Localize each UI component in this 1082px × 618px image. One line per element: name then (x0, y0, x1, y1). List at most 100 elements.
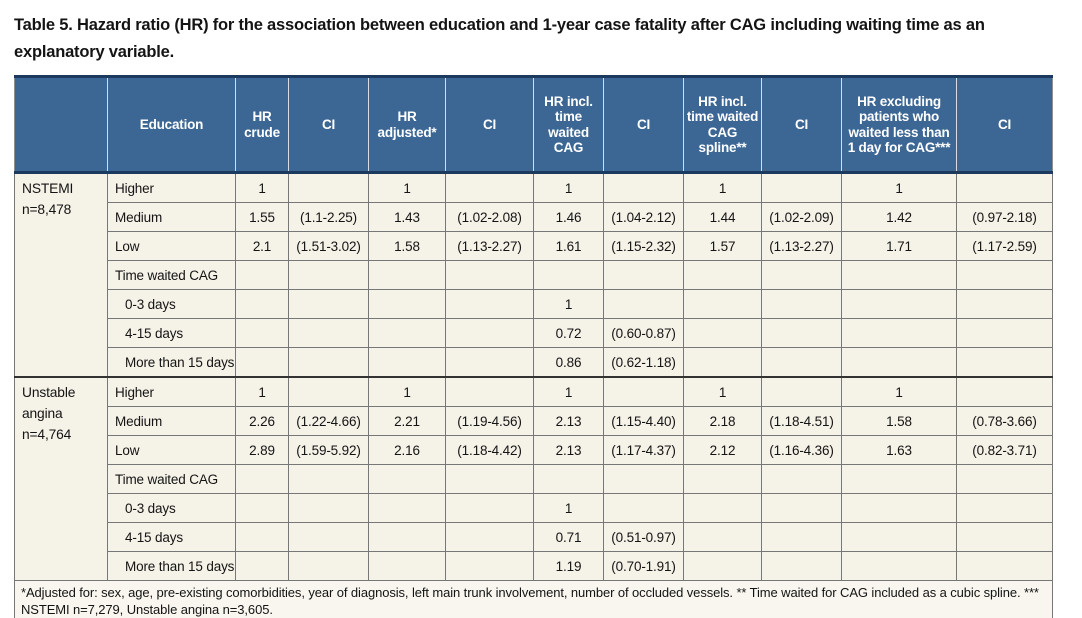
table-footnote: *Adjusted for: sex, age, pre-existing co… (14, 580, 1053, 618)
value-cell (603, 493, 684, 523)
value-cell (841, 260, 957, 290)
value-cell: (1.51-3.02) (288, 231, 369, 261)
table-row: Medium 1.55 (1.1-2.25) 1.43 (1.02-2.08) 1.46(… (15, 202, 1053, 232)
row-label: More than 15 days (107, 551, 236, 581)
value-cell (533, 260, 604, 290)
row-label: Higher (107, 376, 236, 407)
value-cell (761, 260, 842, 290)
value-cell (235, 551, 289, 581)
value-cell (956, 260, 1053, 290)
value-cell: 1 (533, 289, 604, 319)
group-cell: Unstable angina n=4,764 (14, 376, 108, 581)
table-row: More than 15 days 0.86 (0.62-1.18) (15, 347, 1053, 378)
value-cell (956, 289, 1053, 319)
value-cell (445, 347, 534, 378)
group-label-line: n=4,764 (22, 427, 72, 442)
value-cell (761, 376, 842, 407)
value-cell (761, 347, 842, 378)
value-cell: 2.18 (683, 406, 762, 436)
value-cell: (0.60-0.87) (603, 318, 684, 348)
value-cell (445, 376, 534, 407)
row-label: Low (107, 231, 236, 261)
table-row: Low 2.89 (1.59-5.92) 2.16 (1.18-4.42) 2.13 (1.… (15, 435, 1053, 465)
row-label: 0-3 days (107, 289, 236, 319)
value-cell (235, 347, 289, 378)
header-row: Education HR crude CI HR adjusted* CI HR… (14, 76, 1053, 174)
value-cell (368, 522, 446, 552)
value-cell: 0.86 (533, 347, 604, 378)
value-cell (841, 551, 957, 581)
header-cell-group (14, 76, 108, 174)
header-cell-ci-5: CI (956, 76, 1053, 174)
value-cell: (1.18-4.42) (445, 435, 534, 465)
value-cell (368, 289, 446, 319)
value-cell (683, 522, 762, 552)
row-label: More than 15 days (107, 347, 236, 378)
value-cell (761, 318, 842, 348)
value-cell (761, 289, 842, 319)
value-cell (368, 260, 446, 290)
header-cell-hr-adjusted: HR adjusted* (368, 76, 446, 174)
value-cell (841, 522, 957, 552)
value-cell: (1.17-2.59) (956, 231, 1053, 261)
value-cell (603, 260, 684, 290)
value-cell: 1 (841, 172, 957, 203)
value-cell (683, 260, 762, 290)
value-cell (603, 289, 684, 319)
header-cell-ci-1: CI (288, 76, 369, 174)
value-cell (445, 464, 534, 494)
value-cell (288, 347, 369, 378)
value-cell: (1.02-2.08) (445, 202, 534, 232)
value-cell (235, 493, 289, 523)
value-cell (956, 551, 1053, 581)
value-cell (368, 318, 446, 348)
value-cell (533, 464, 604, 494)
value-cell (761, 551, 842, 581)
value-cell: 1 (683, 376, 762, 407)
value-cell: (1.18-4.51) (761, 406, 842, 436)
value-cell (683, 318, 762, 348)
footnote-row: *Adjusted for: sex, age, pre-existing co… (14, 580, 1053, 618)
value-cell (956, 347, 1053, 378)
table-title-line-1: Table 5. Hazard ratio (HR) for the assoc… (14, 16, 985, 34)
table-title: Table 5. Hazard ratio (HR) for the assoc… (14, 12, 1068, 66)
table-row: Medium 2.26 (1.22-4.66) 2.21 (1.19-4.56) 2.13… (15, 406, 1053, 436)
value-cell: 1 (683, 172, 762, 203)
value-cell: (1.17-4.37) (603, 435, 684, 465)
value-cell: (1.1-2.25) (288, 202, 369, 232)
value-cell: 1.19 (533, 551, 604, 581)
group-label-line: NSTEMI (22, 181, 74, 196)
value-cell (956, 318, 1053, 348)
value-cell: (1.13-2.27) (445, 231, 534, 261)
header-cell-ci-4: CI (761, 76, 842, 174)
value-cell: 2.1 (235, 231, 289, 261)
value-cell: 1.61 (533, 231, 604, 261)
value-cell: 1 (235, 376, 289, 407)
value-cell: 1.58 (368, 231, 446, 261)
value-cell: 2.21 (368, 406, 446, 436)
table-title-line-2: explanatory variable. (14, 43, 174, 61)
value-cell (841, 493, 957, 523)
group-label-line: Unstable (22, 385, 76, 400)
value-cell (368, 347, 446, 378)
value-cell (445, 318, 534, 348)
value-cell: 1 (368, 172, 446, 203)
value-cell (288, 318, 369, 348)
value-cell (288, 172, 369, 203)
value-cell: (1.15-4.40) (603, 406, 684, 436)
value-cell (288, 260, 369, 290)
value-cell: 1 (841, 376, 957, 407)
value-cell: 1.71 (841, 231, 957, 261)
value-cell: (1.22-4.66) (288, 406, 369, 436)
value-cell (288, 376, 369, 407)
header-cell-hr-incl-time-waited: HR incl. time waited CAG (533, 76, 604, 174)
group-label-line: angina (22, 406, 63, 421)
table-row: 0-3 days 1 (15, 289, 1053, 319)
value-cell (445, 289, 534, 319)
value-cell (761, 493, 842, 523)
value-cell: 0.72 (533, 318, 604, 348)
header-cell-hr-spline: HR incl. time waited CAG spline** (683, 76, 762, 174)
value-cell: (1.16-4.36) (761, 435, 842, 465)
group-cell: NSTEMI n=8,478 (14, 172, 108, 378)
value-cell (368, 551, 446, 581)
